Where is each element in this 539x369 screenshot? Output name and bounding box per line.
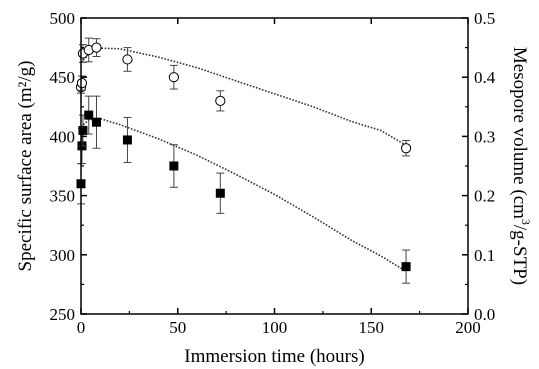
y-left-tick-label: 400: [50, 127, 76, 146]
data-point-square: [91, 117, 101, 127]
data-point-circle: [91, 42, 102, 53]
y-left-tick-label: 450: [50, 68, 76, 87]
y-right-axis-title: Mesopore volume (cm3/g-STP): [509, 47, 533, 285]
y-left-axis-title: Specific surface area (m²/g): [15, 61, 36, 272]
y-right-tick-label: 0.4: [474, 68, 496, 87]
y-right-tick-label: 0.2: [474, 187, 495, 206]
y-right-title-part: /g-STP): [509, 225, 530, 285]
x-tick-label: 100: [262, 318, 288, 337]
plot-area: [75, 37, 412, 284]
y-right-tick-label: 0.0: [474, 305, 495, 324]
y-right-tick-label: 0.5: [474, 9, 495, 28]
data-point-square: [401, 262, 411, 272]
y-right-tick-label: 0.3: [474, 127, 495, 146]
data-point-circle: [76, 78, 88, 89]
x-tick-label: 0: [77, 318, 86, 337]
axes: 0 50 100 150 200 250 300 350 400 450 500 0.0 0.1 0.2 0…: [50, 9, 496, 337]
y-right-title-part: Mesopore volume (cm: [509, 47, 530, 219]
x-tick-label: 200: [455, 318, 481, 337]
data-point-square: [84, 110, 94, 120]
y-left-tick-label: 350: [50, 187, 76, 206]
data-point-square: [122, 135, 132, 145]
y-right-tick-label: 0.1: [474, 246, 495, 265]
y-left-tick-label: 250: [50, 305, 76, 324]
x-tick-label: 150: [359, 318, 385, 337]
data-point-circle: [122, 54, 133, 65]
y-left-tick-label: 300: [50, 246, 76, 265]
y-right-title-superscript: 3: [519, 219, 533, 225]
data-point-square: [215, 188, 225, 198]
y-left-tick-label: 500: [50, 9, 76, 28]
x-tick-label: 50: [169, 318, 186, 337]
data-point-square: [169, 161, 179, 171]
data-point-circle: [400, 143, 412, 154]
x-axis-title: Immersion time (hours): [184, 346, 364, 367]
data-point-square: [78, 125, 88, 135]
data-point-circle: [215, 95, 226, 106]
data-point-circle: [168, 72, 179, 83]
